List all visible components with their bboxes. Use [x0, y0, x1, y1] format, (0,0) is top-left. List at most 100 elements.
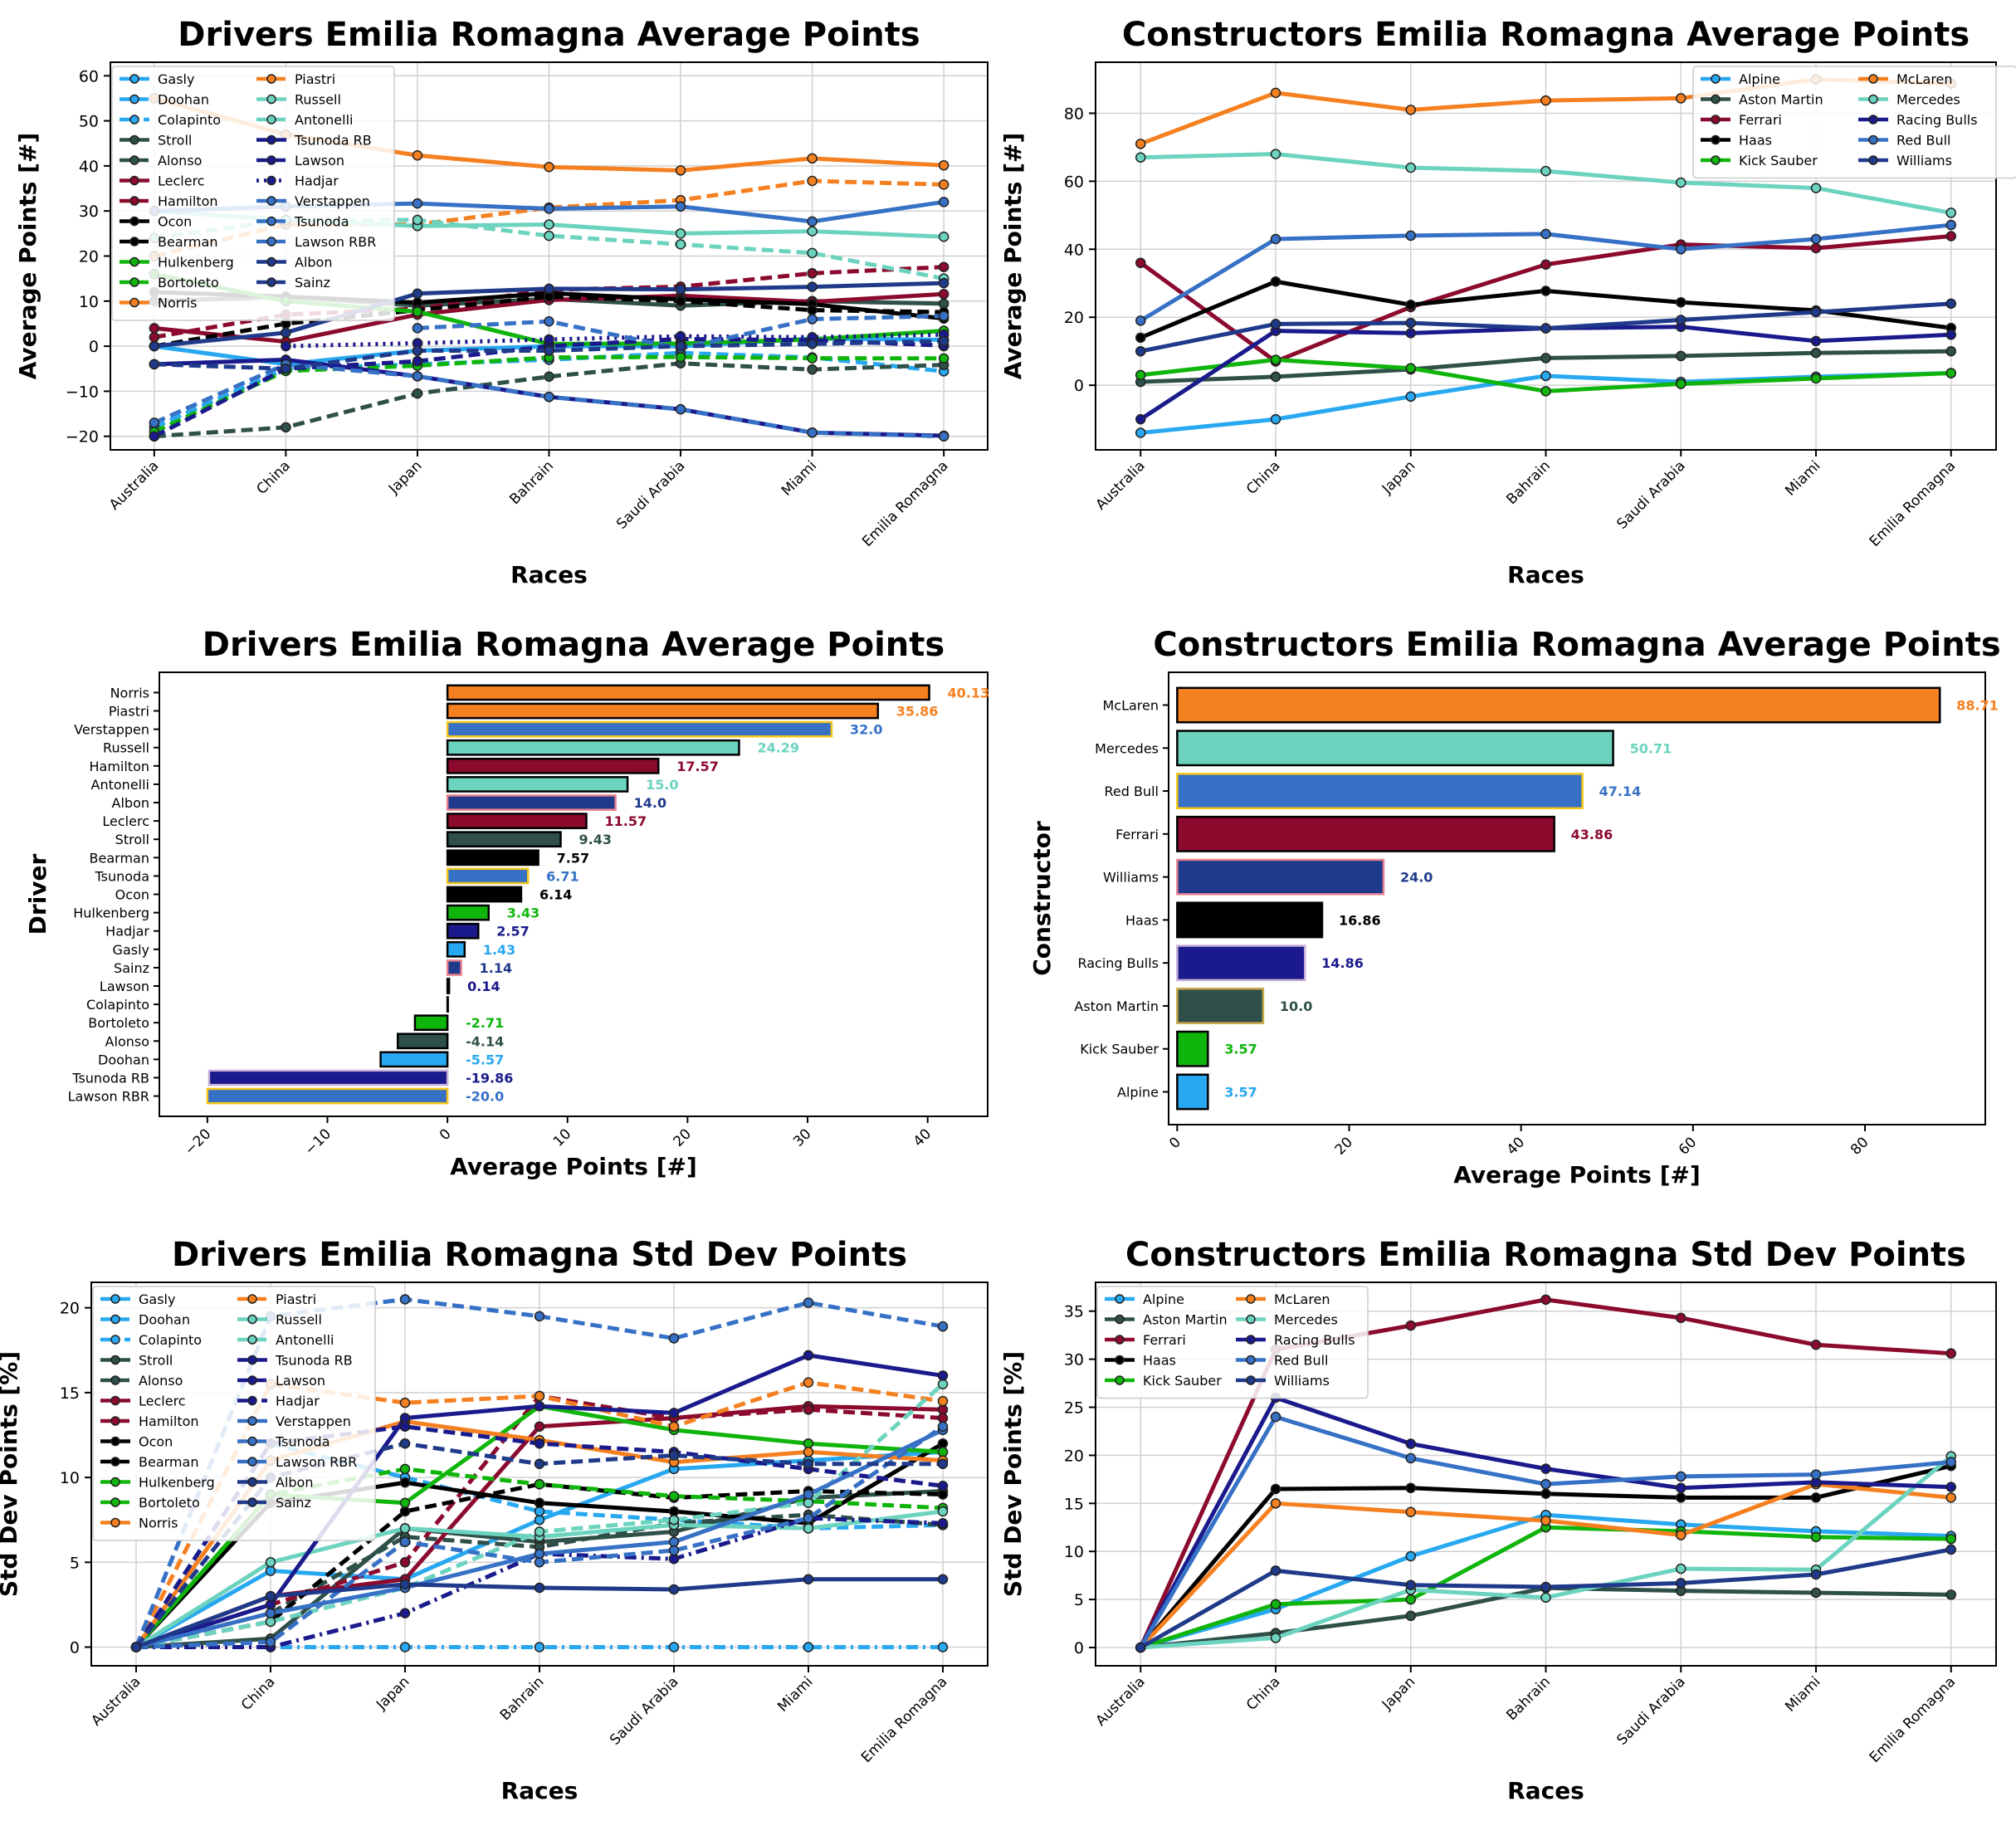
- legend-marker: [266, 196, 276, 206]
- category-label: Tsunoda RB: [71, 1070, 149, 1086]
- x-axis-label: Races: [501, 1777, 578, 1804]
- y-tick-label: 15: [1064, 1495, 1084, 1513]
- data-point: [1810, 306, 1822, 318]
- data-point: [1135, 369, 1146, 381]
- bar-stroll: [446, 831, 562, 848]
- legend-marker: [110, 1497, 120, 1507]
- data-point: [1540, 259, 1551, 270]
- category-label: Bearman: [90, 850, 149, 866]
- data-point: [534, 1400, 545, 1412]
- y-axis-label: Driver: [24, 853, 51, 935]
- legend-label: Bortoleto: [158, 275, 219, 290]
- category-label: Albon: [112, 795, 149, 811]
- bar-verstappen: [446, 720, 833, 738]
- legend-label: Racing Bulls: [1274, 1332, 1355, 1348]
- data-point: [534, 1311, 545, 1322]
- data-point: [1945, 1544, 1956, 1555]
- legend-entry: Norris: [100, 1516, 178, 1531]
- legend-marker: [266, 155, 276, 165]
- data-point: [1945, 219, 1956, 231]
- data-point: [1405, 1438, 1416, 1449]
- data-point: [803, 1404, 814, 1415]
- y-axis-label: Average Points [#]: [14, 133, 41, 380]
- legend-marker: [129, 277, 139, 287]
- legend-marker: [1246, 1335, 1256, 1345]
- legend-label: Gasly: [158, 71, 194, 87]
- legend-entry: Alonso: [120, 153, 202, 168]
- legend-entry: Williams: [1858, 153, 1952, 168]
- data-point: [1945, 1533, 1956, 1545]
- series-kick-sauber: [1135, 354, 1956, 397]
- y-tick-label: 5: [1074, 1591, 1084, 1609]
- legend-marker: [110, 1416, 120, 1426]
- data-point: [938, 197, 949, 207]
- data-point: [938, 277, 949, 289]
- legend-label: Doohan: [139, 1312, 190, 1328]
- data-point: [544, 371, 554, 383]
- data-point: [399, 1497, 411, 1509]
- legend-entry: Ferrari: [1701, 112, 1782, 128]
- series-williams: [1135, 1544, 1956, 1653]
- data-point: [937, 1481, 949, 1491]
- legend-entry: Red Bull: [1236, 1353, 1329, 1369]
- data-point: [675, 165, 686, 176]
- data-point: [1676, 1530, 1687, 1540]
- legend-marker: [129, 196, 139, 206]
- bar-williams: [1176, 858, 1385, 896]
- legend-marker: [110, 1457, 120, 1467]
- series-aston-martin: [1135, 345, 1956, 388]
- bar-value-label: 6.71: [546, 868, 578, 884]
- legend-label: Sainz: [276, 1495, 311, 1511]
- bar-value-label: 16.86: [1339, 912, 1381, 928]
- legend-entry: Hulkenberg: [120, 255, 234, 271]
- category-label: Tsunoda: [95, 868, 150, 884]
- data-point: [1676, 378, 1687, 389]
- y-tick-label: 20: [1064, 309, 1084, 327]
- data-point: [281, 340, 291, 352]
- category-label: McLaren: [1102, 698, 1159, 714]
- data-point: [534, 1438, 545, 1449]
- data-point: [1540, 353, 1551, 364]
- data-point: [675, 239, 686, 250]
- legend-entry: Ocon: [120, 214, 192, 230]
- bar-value-label: 7.57: [557, 850, 589, 866]
- data-point: [534, 1557, 545, 1568]
- legend-marker: [1246, 1355, 1256, 1365]
- data-point: [803, 1642, 814, 1653]
- bar-value-label: 15.0: [646, 777, 678, 793]
- bar-sainz: [446, 959, 462, 976]
- legend-entry: Aston Martin: [1701, 92, 1823, 108]
- data-point: [265, 1637, 276, 1648]
- legend-label: Hamilton: [139, 1413, 199, 1429]
- legend-entry: Lawson: [237, 1373, 325, 1389]
- data-point: [544, 162, 554, 173]
- data-point: [937, 1395, 949, 1407]
- legend-marker: [247, 1457, 257, 1467]
- legend-entry: Haas: [1105, 1353, 1176, 1369]
- data-point: [544, 219, 554, 230]
- data-point: [803, 1377, 814, 1388]
- data-point: [803, 1489, 814, 1500]
- data-point: [1540, 95, 1551, 106]
- bar-value-label: 17.57: [676, 759, 719, 774]
- legend-label: Norris: [158, 295, 197, 311]
- series-line: [286, 332, 945, 349]
- category-label: Hamilton: [89, 759, 149, 774]
- data-point: [1270, 413, 1281, 425]
- data-point: [803, 1512, 814, 1524]
- bar-value-label: 3.57: [1224, 1084, 1257, 1100]
- legend-label: Hamilton: [158, 193, 218, 209]
- data-point: [1945, 207, 1956, 218]
- legend-marker: [266, 115, 276, 124]
- plot-frame: [1168, 671, 1986, 1125]
- data-point: [534, 1497, 545, 1509]
- bar-value-label: 3.57: [1224, 1042, 1257, 1057]
- legend-marker: [1711, 74, 1721, 84]
- category-label: Colapinto: [86, 997, 149, 1013]
- data-point: [1405, 1550, 1416, 1562]
- legend-entry: Sainz: [237, 1495, 311, 1511]
- legend-label: Tsunoda RB: [275, 1353, 353, 1369]
- data-point: [1135, 332, 1146, 344]
- data-point: [1405, 328, 1416, 339]
